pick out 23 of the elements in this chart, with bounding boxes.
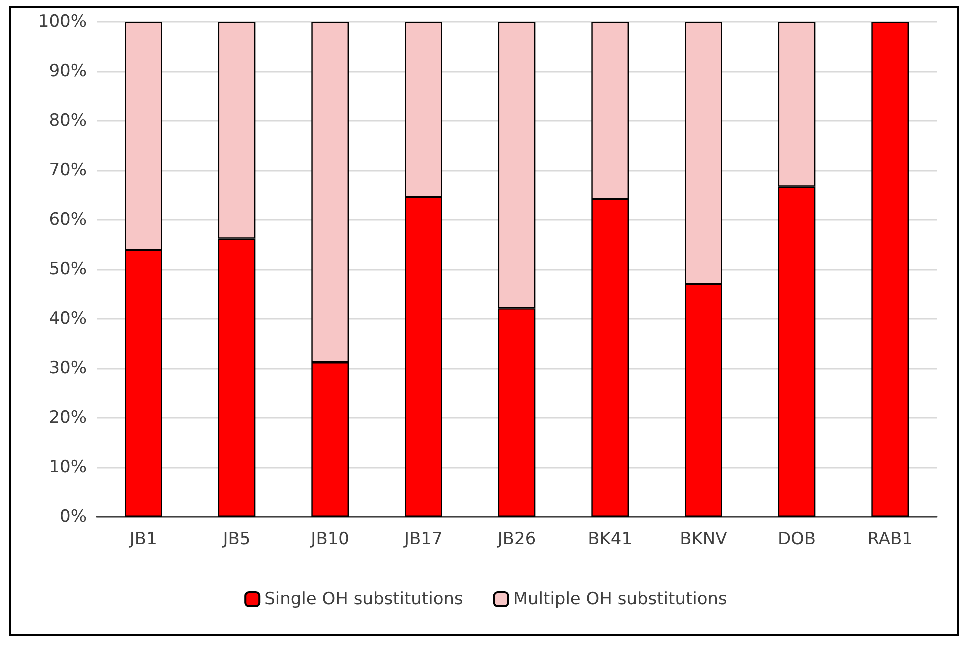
y-tick-label: 70% — [49, 160, 87, 180]
y-tick-label: 50% — [49, 260, 87, 280]
x-tick-label: JB10 — [310, 530, 350, 550]
y-tick-label: 30% — [49, 358, 87, 378]
x-tick-label: JB26 — [496, 530, 536, 550]
y-tick-label: 40% — [49, 309, 87, 329]
x-tick-label: RAB1 — [868, 530, 913, 550]
x-tick-label: BKNV — [680, 530, 728, 550]
y-tick-label: 0% — [60, 507, 87, 527]
legend-label: Single OH substitutions — [264, 590, 464, 610]
legend-label: Multiple OH substitutions — [513, 590, 728, 610]
y-tick-label: 60% — [49, 210, 87, 230]
y-tick-label: 10% — [49, 458, 87, 478]
x-tick-label: JB1 — [128, 530, 158, 550]
y-tick-label: 80% — [49, 111, 87, 131]
x-tick-label: JB5 — [222, 530, 251, 550]
bar — [872, 22, 909, 517]
x-tick-label: BK41 — [588, 530, 633, 550]
y-tick-label: 100% — [38, 12, 87, 32]
y-tick-label: 90% — [49, 62, 87, 82]
x-tick-label: JB17 — [404, 530, 443, 550]
y-tick-label: 20% — [49, 408, 87, 428]
x-tick-label: DOB — [778, 530, 816, 550]
